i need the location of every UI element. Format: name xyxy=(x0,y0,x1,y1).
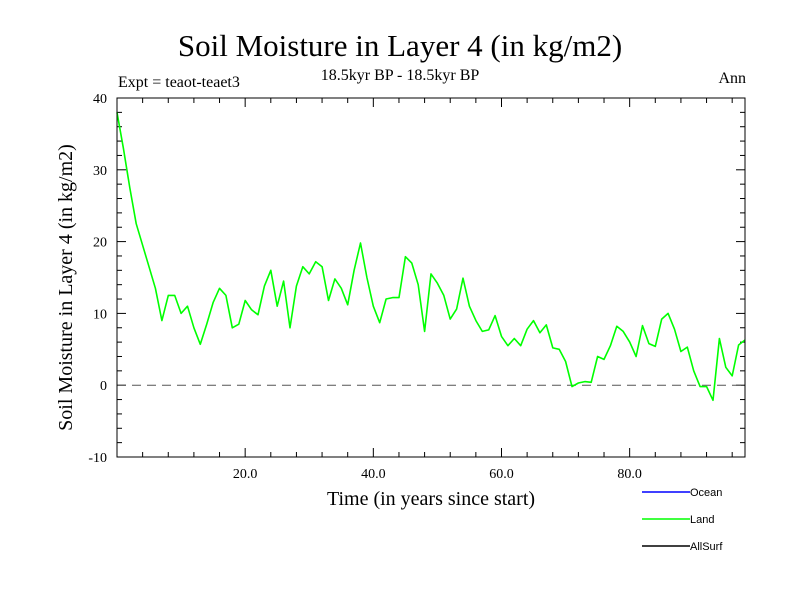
y-tick-label: 10 xyxy=(93,307,107,322)
chart-title: Soil Moisture in Layer 4 (in kg/m2) xyxy=(177,28,623,63)
x-tick-label: 80.0 xyxy=(617,467,642,482)
legend-label-land: Land xyxy=(690,514,714,526)
tick-marks xyxy=(117,97,745,458)
y-tick-label: 40 xyxy=(93,92,107,107)
y-tick-label: -10 xyxy=(88,451,107,466)
series-lines xyxy=(116,112,746,402)
legend-label-ocean: Ocean xyxy=(690,487,722,499)
x-tick-label: 40.0 xyxy=(361,467,386,482)
y-axis-title: Soil Moisture in Layer 4 (in kg/m2) xyxy=(55,144,77,431)
tick-labels: -10 0 10 20 30 40 20.0 40.0 60.0 80.0 xyxy=(88,92,642,482)
series-line-land xyxy=(116,112,746,402)
x-axis-title: Time (in years since start) xyxy=(327,488,535,510)
x-tick-label: 20.0 xyxy=(233,467,258,482)
chart-subtitle: 18.5kyr BP - 18.5kyr BP xyxy=(320,67,480,84)
y-tick-label: 30 xyxy=(93,164,107,179)
y-tick-label: 0 xyxy=(100,379,107,394)
legend: Ocean Land AllSurf xyxy=(642,487,723,553)
legend-label-allsurf: AllSurf xyxy=(690,541,723,553)
y-tick-label: 20 xyxy=(93,236,107,251)
x-tick-label: 60.0 xyxy=(489,467,514,482)
experiment-label: Expt = teaot-teaet3 xyxy=(118,74,240,91)
season-label: Ann xyxy=(718,70,746,87)
plot-frame xyxy=(116,97,746,458)
